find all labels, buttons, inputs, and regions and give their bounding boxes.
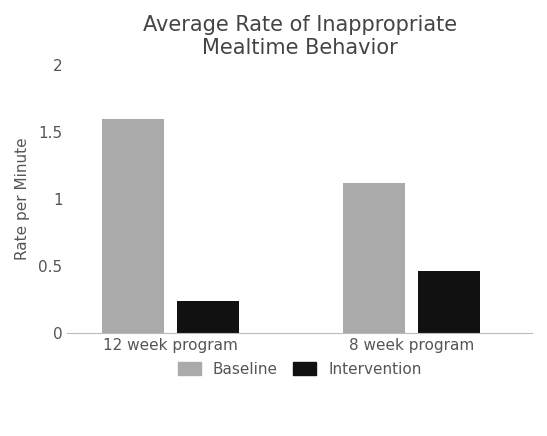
Bar (102, 119, 164, 333)
Title: Average Rate of Inappropriate
Mealtime Behavior: Average Rate of Inappropriate Mealtime B… (143, 15, 457, 58)
Legend: Baseline, Intervention: Baseline, Intervention (170, 354, 429, 384)
Bar (418, 272, 480, 333)
Y-axis label: Rate per Minute: Rate per Minute (15, 138, 30, 260)
Bar (177, 301, 240, 333)
Bar (342, 183, 405, 333)
